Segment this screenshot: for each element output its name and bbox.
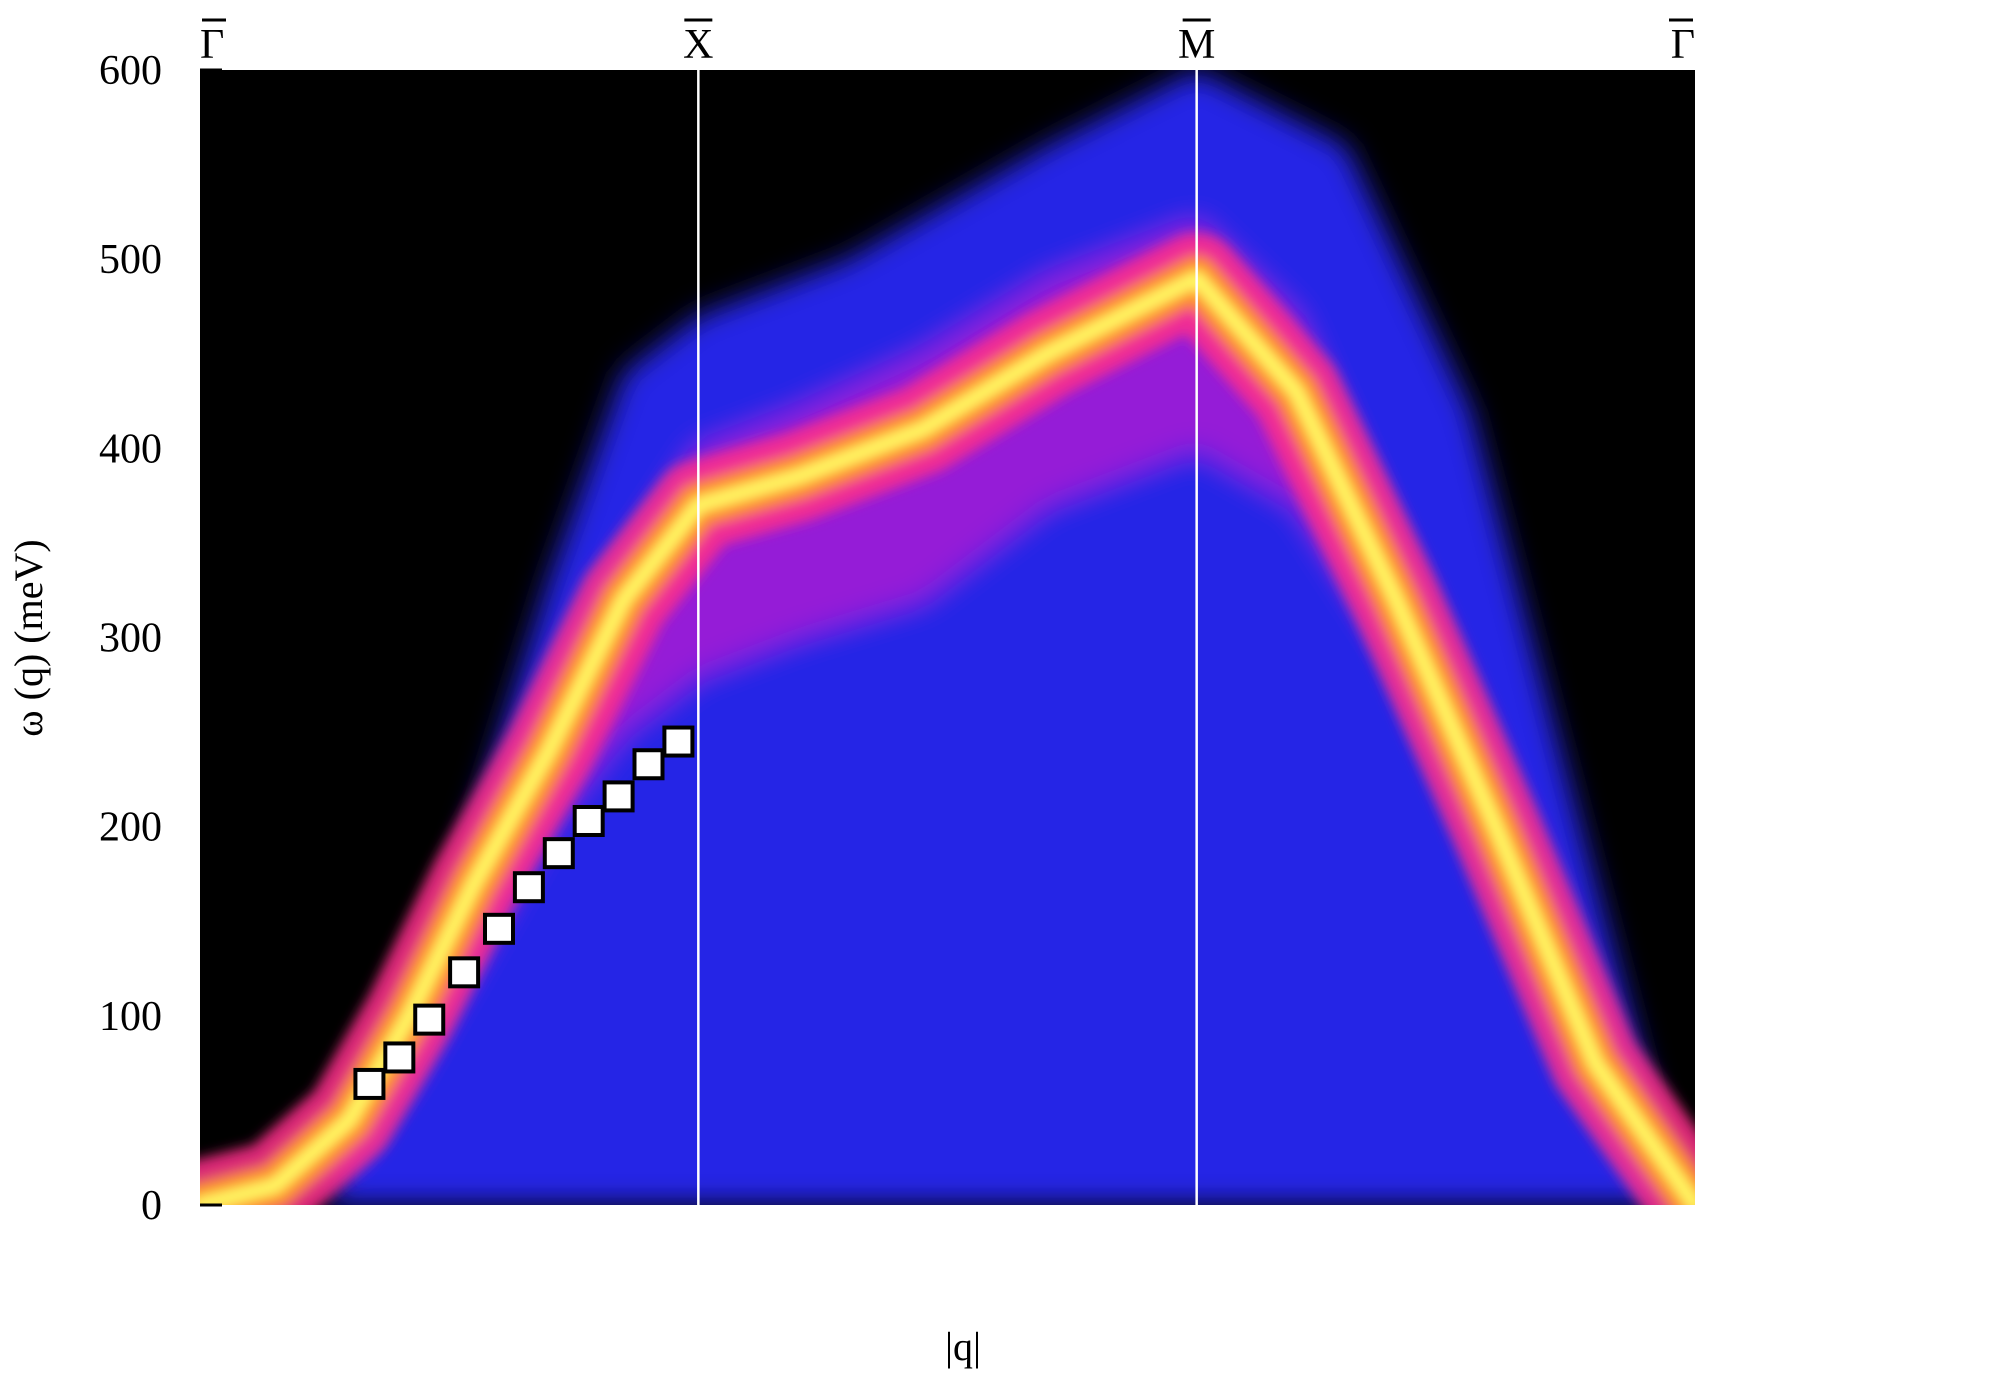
data-point [353, 1067, 386, 1100]
y-tick-label: 100 [99, 994, 162, 1040]
data-point [383, 1041, 416, 1074]
y-tick-label: 300 [99, 616, 162, 662]
x-tick-label: M [1178, 22, 1215, 68]
x-axis-title: |q| [945, 1324, 981, 1369]
data-point [632, 748, 665, 781]
y-tick-label: 200 [99, 805, 162, 851]
data-point [542, 837, 575, 870]
x-tick-label: X [683, 22, 713, 68]
data-point [602, 780, 635, 813]
data-point [448, 956, 481, 989]
scatter-series [353, 725, 695, 1100]
y-axis-title: ω (q) (meV) [6, 539, 51, 736]
data-point [483, 912, 515, 945]
y-tick-label: 400 [99, 426, 162, 472]
data-point [512, 871, 545, 904]
x-tick-label: Γ [1671, 22, 1695, 68]
y-tick-label: 500 [99, 237, 162, 283]
data-point [572, 804, 605, 837]
data-point [413, 1003, 446, 1036]
y-axis: 0 100 200 300 400 500 600 [99, 48, 222, 1229]
y-tick-label: 0 [141, 1183, 162, 1229]
symmetry-lines [697, 70, 1198, 1205]
heatmap [200, 70, 1695, 1205]
x-tick-label: Γ [200, 22, 224, 68]
y-tick-label: 600 [99, 48, 162, 94]
data-point [662, 725, 695, 758]
